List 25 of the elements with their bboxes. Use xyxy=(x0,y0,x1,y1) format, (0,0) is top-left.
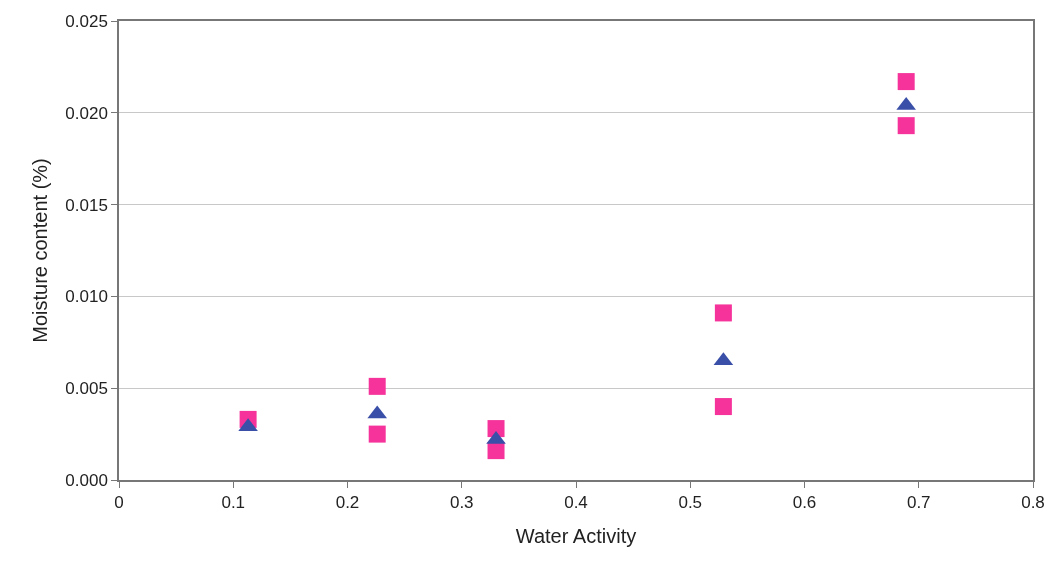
point xyxy=(897,73,915,91)
y-tick-label: 0.000 xyxy=(65,470,108,490)
y-tick-label: 0.005 xyxy=(65,379,108,399)
x-tick-label: 0.7 xyxy=(906,493,931,513)
x-tick-label: 0.4 xyxy=(564,493,588,513)
point xyxy=(487,420,505,438)
point xyxy=(897,117,915,135)
point xyxy=(714,304,732,322)
point xyxy=(238,418,258,432)
point xyxy=(714,398,732,416)
x-tick-label: 0.5 xyxy=(678,493,703,513)
x-axis-title: Water Activity xyxy=(515,525,637,548)
x-tick-label: 0 xyxy=(114,493,124,513)
point xyxy=(368,377,386,395)
y-tick-label: 0.010 xyxy=(65,287,108,307)
x-tick-label: 0.6 xyxy=(792,493,817,513)
point xyxy=(368,425,386,443)
y-tick-label: 0.015 xyxy=(65,195,108,215)
x-tick-label: 0.1 xyxy=(221,493,246,513)
x-tick-label: 0.8 xyxy=(1021,493,1045,513)
x-tick-label: 0.2 xyxy=(335,493,360,513)
x-tick-label: 0.3 xyxy=(449,493,474,513)
y-tick-label: 0.020 xyxy=(65,103,108,123)
y-tick-label: 0.025 xyxy=(65,11,108,31)
y-axis-title: Moisture content (%) xyxy=(29,158,52,343)
